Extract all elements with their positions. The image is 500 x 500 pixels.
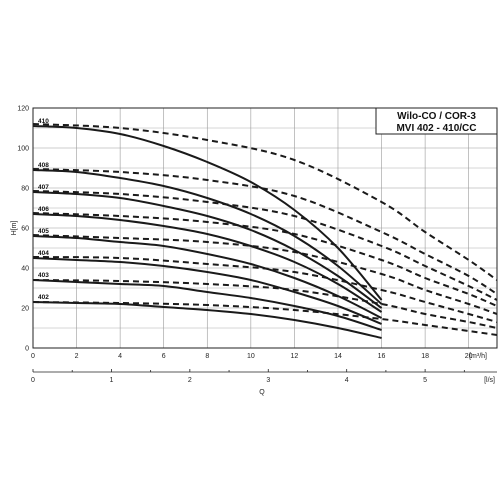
series-405-dashed-curve: [32, 234, 498, 315]
x-tick-label: 4: [118, 353, 122, 360]
x-axis-unit-primary: [m³/h]: [469, 353, 487, 360]
series-407-label: 407: [38, 184, 49, 191]
x-tick-label: 6: [162, 353, 166, 360]
title-box-frame: [375, 107, 498, 135]
x-tick-labels: 0 2 4 6 8 10 12 14 16 18 20: [31, 353, 473, 360]
y-tick-label: 60: [21, 226, 29, 233]
x-tick-label: 14: [334, 353, 342, 360]
series-407-solid-curve: [32, 191, 383, 309]
secondary-x-axis: 0 1 2 3 4 5: [31, 369, 497, 384]
y-tick-label: 80: [21, 186, 29, 193]
series-labels: 410 408 407 406 405 404 403 402: [38, 118, 49, 301]
series-402-solid-curve: [32, 301, 382, 339]
x-tick-label: 12: [291, 353, 299, 360]
x2-tick-label: 1: [109, 377, 113, 384]
series-407-dashed-curve: [32, 190, 498, 301]
series-404-label: 404: [38, 250, 49, 257]
series-406-dashed-curve: [32, 212, 498, 307]
chart-title-line-1: Wilo-CO / COR-3: [397, 111, 476, 122]
x-tick-label: 20: [465, 353, 473, 360]
y-tick-label: 120: [17, 106, 29, 113]
y-tick-label: 40: [21, 266, 29, 273]
y-tick-labels: 0 20 40 60 80 100 120: [17, 106, 29, 353]
y-tick-label: 100: [17, 146, 29, 153]
series-405-label: 405: [38, 228, 49, 235]
x-tick-label: 10: [247, 353, 255, 360]
y-tick-label: 20: [21, 306, 29, 313]
series-402-label: 402: [38, 294, 49, 301]
x2-tick-label: 0: [31, 377, 35, 384]
x2-tick-label: 5: [423, 377, 427, 384]
series-404-solid-curve: [32, 257, 382, 325]
series-408-dashed-curve: [32, 168, 498, 295]
y-tick-label: 0: [25, 346, 29, 353]
x-axis-label: Q: [259, 389, 265, 396]
series-404-dashed-curve: [32, 256, 498, 323]
plot-frame: [32, 107, 498, 349]
x2-tick-label: 3: [266, 377, 270, 384]
series-403-dashed-curve: [32, 279, 498, 329]
series-405-solid-curve: [32, 235, 382, 319]
chart-title-line-2: MVI 402 - 410/CC: [396, 123, 476, 134]
series-408-solid-curve: [32, 169, 383, 305]
series-group: [32, 123, 498, 339]
x2-tick-label: 4: [345, 377, 349, 384]
x-axis-unit-secondary: [l/s]: [484, 377, 495, 384]
title-box: Wilo-CO / COR-3 MVI 402 - 410/CC: [375, 107, 498, 135]
x-tick-label: 16: [378, 353, 386, 360]
series-408-label: 408: [38, 162, 49, 169]
x-tick-label: 8: [205, 353, 209, 360]
y-axis-label: H[m]: [11, 221, 18, 236]
series-406-label: 406: [38, 206, 49, 213]
series-410-label: 410: [38, 118, 49, 125]
x-tick-label: 2: [75, 353, 79, 360]
x2-tick-label: 2: [188, 377, 192, 384]
series-410-solid-curve: [32, 125, 383, 301]
series-403-label: 403: [38, 272, 49, 279]
series-410-dashed-curve: [32, 123, 498, 281]
x-tick-label: 18: [421, 353, 429, 360]
x-tick-label: 0: [31, 353, 35, 360]
